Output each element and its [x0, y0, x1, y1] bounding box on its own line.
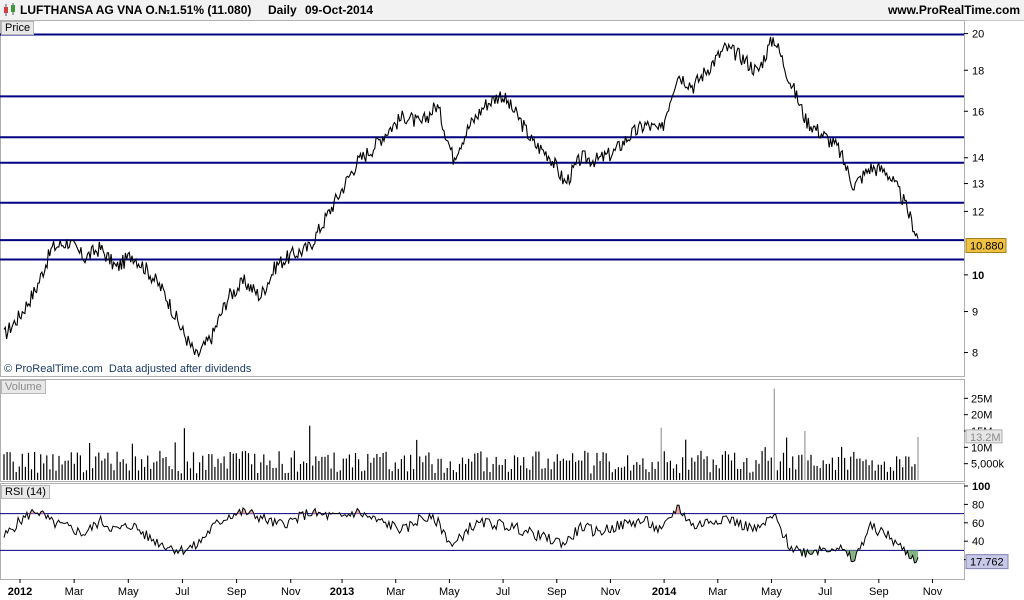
rsi-tick-label: 40	[972, 536, 984, 548]
last-price-label: 10.880	[970, 241, 1004, 253]
rsi-overbought-fill	[677, 505, 679, 514]
volume-tick-label: 10M	[971, 442, 992, 454]
rsi-oversold-fill	[914, 550, 917, 563]
price-tick-label: 20	[972, 29, 984, 41]
x-axis-label: Jul	[818, 586, 832, 598]
x-axis-label: Sep	[547, 586, 567, 598]
rsi-oversold-fill	[909, 550, 911, 559]
x-axis-label: May	[439, 586, 460, 598]
candlestick-icon	[4, 3, 15, 16]
chart-header: LUFTHANSA AG VNA O.N. -1.51% (11.080) Da…	[0, 0, 1024, 21]
x-axis-label: Jul	[175, 586, 189, 598]
x-axis-label: 2013	[330, 586, 354, 598]
price-tick-label: 14	[972, 153, 984, 165]
rsi-oversold-fill	[852, 550, 855, 562]
instrument-title: LUFTHANSA AG VNA O.N.	[20, 3, 170, 17]
x-axis-label: Jul	[496, 586, 510, 598]
volume-tick-label: 5,000k	[971, 459, 1005, 471]
price-series-line	[3, 36, 919, 358]
last-rsi-label: 17.762	[970, 557, 1004, 569]
chart-date: 09-Oct-2014	[305, 3, 374, 17]
x-axis-label: May	[118, 586, 139, 598]
price-tick-label: 18	[972, 65, 984, 77]
last-rsi-badge	[965, 554, 1009, 570]
rsi-panel-frame	[0, 483, 965, 580]
rsi-oversold-fill	[851, 550, 853, 562]
price-panel-label: Price	[1, 21, 35, 35]
rsi-oversold-fill	[916, 550, 918, 563]
x-axis-label: Nov	[281, 586, 301, 598]
site-link[interactable]: www.ProRealTime.com	[887, 3, 1020, 17]
volume-tick-label: 25M	[971, 393, 992, 405]
price-tick-label: 10	[972, 270, 984, 282]
price-change: -1.51% (11.080)	[166, 3, 252, 17]
x-axis-label: Mar	[65, 586, 84, 598]
volume-panel-label: Volume	[1, 380, 46, 394]
last-volume-badge	[965, 429, 1003, 444]
x-axis-label: Nov	[923, 586, 943, 598]
price-panel-frame	[0, 20, 965, 377]
rsi-tick-label: 80	[972, 499, 984, 511]
x-axis-label: Mar	[386, 586, 405, 598]
x-axis-label: 2014	[652, 586, 677, 598]
rsi-panel-label: RSI (14)	[1, 485, 50, 499]
rsi-tick-label: 100	[972, 481, 990, 493]
last-price-badge	[965, 238, 1007, 254]
volume-panel-frame	[0, 379, 965, 482]
volume-tick-label: 20M	[971, 410, 992, 422]
chart-interval: Daily	[268, 3, 297, 17]
price-tick-label: 12	[972, 206, 984, 218]
price-tick-label: 8	[972, 348, 978, 360]
x-axis-label: Mar	[708, 586, 727, 598]
x-axis-label: 2012	[8, 586, 32, 598]
price-tick-label: 13	[972, 179, 984, 191]
last-volume-label: 13.2M	[970, 432, 1001, 444]
price-tick-label: 9	[972, 307, 978, 319]
x-axis-label: Sep	[227, 586, 247, 598]
data-source-note: © ProRealTime.com Data adjusted after di…	[4, 363, 252, 375]
rsi-tick-label: 60	[972, 518, 984, 530]
x-axis-label: May	[761, 586, 782, 598]
price-tick-label: 16	[972, 106, 984, 118]
x-axis-label: Sep	[869, 586, 889, 598]
rsi-series-line	[3, 504, 919, 564]
rsi-oversold-fill	[910, 550, 913, 559]
x-axis-label: Nov	[601, 586, 621, 598]
